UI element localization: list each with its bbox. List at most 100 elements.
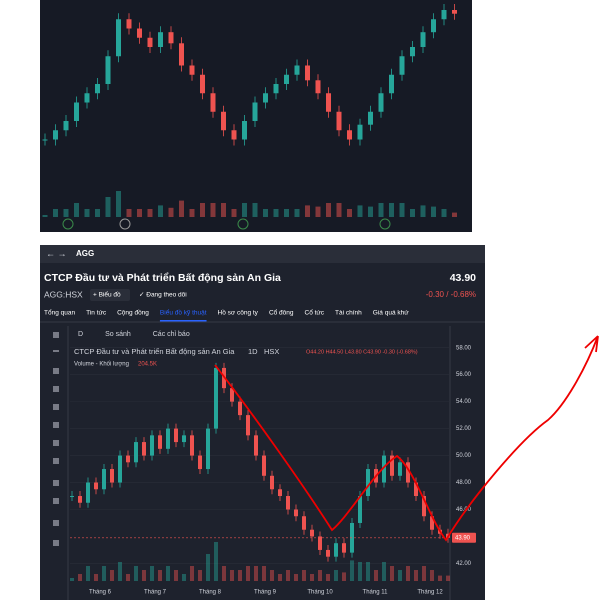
candle <box>214 367 218 429</box>
volume-bar <box>452 212 457 217</box>
candle <box>158 32 163 47</box>
candle <box>422 496 426 517</box>
candle <box>134 442 138 463</box>
candle <box>318 536 322 550</box>
x-tick-label: Tháng 10 <box>307 590 333 596</box>
volume-bar <box>222 566 226 581</box>
volume-bar <box>389 203 394 217</box>
hand-drawn-line <box>214 335 599 542</box>
candle <box>150 435 154 456</box>
tab[interactable]: Giá quá khứ <box>373 310 409 317</box>
volume-bar <box>86 566 90 581</box>
x-tick-label: Tháng 6 <box>89 590 112 596</box>
candle <box>179 43 184 66</box>
tab[interactable]: Biểu đồ kỹ thuật <box>160 308 207 317</box>
volume-bar <box>366 562 370 581</box>
candle <box>94 482 98 490</box>
nav-arrows[interactable]: ← → <box>46 248 67 258</box>
candle <box>336 111 342 131</box>
candle <box>414 482 418 497</box>
candle <box>110 469 114 483</box>
candle <box>262 455 266 476</box>
nav-bar <box>40 245 485 263</box>
toolbar-item[interactable]: Các chỉ báo <box>153 330 190 338</box>
volume-bar <box>168 207 174 217</box>
candle <box>358 496 362 523</box>
volume-bar <box>102 566 106 581</box>
candle <box>326 549 330 557</box>
candle <box>357 124 363 140</box>
following[interactable]: ✓ Đang theo dõi <box>139 292 187 299</box>
add-chart-btn[interactable] <box>90 289 130 301</box>
volume-bar <box>357 205 363 217</box>
volume-bar <box>368 206 373 217</box>
volume-bar <box>284 209 289 217</box>
volume-bar <box>166 566 170 581</box>
volume-bar <box>347 209 352 217</box>
tab[interactable]: Hồ sơ công ty <box>218 308 259 317</box>
volume-bar <box>420 205 426 217</box>
candle <box>242 121 247 140</box>
candle <box>390 455 394 476</box>
volume-bar <box>84 209 90 217</box>
candle <box>398 462 402 476</box>
nav-symbol: AGG <box>76 249 94 258</box>
volume-bar <box>182 574 186 581</box>
volume-bar <box>430 570 434 581</box>
volume-bar <box>310 574 314 581</box>
volume-bar <box>190 566 194 581</box>
toolbar-item[interactable]: D <box>78 331 83 338</box>
x-tick-label: Tháng 7 <box>144 590 167 596</box>
candle <box>334 543 338 557</box>
candle <box>441 10 447 20</box>
volume-bar <box>198 570 202 581</box>
candle <box>200 74 205 94</box>
candle <box>142 442 146 456</box>
candle <box>294 65 300 75</box>
candle <box>221 111 226 131</box>
candle <box>189 65 195 75</box>
volume-bar <box>334 570 338 581</box>
volume-bar <box>263 209 268 217</box>
candle <box>126 455 130 463</box>
volume-bar <box>231 209 237 217</box>
tab-underline <box>159 320 207 322</box>
tab[interactable]: Cổ đông <box>269 309 294 317</box>
toolbar-item[interactable]: So sánh <box>105 331 131 338</box>
candle <box>347 130 352 140</box>
volume-value: 204.5K <box>138 362 157 368</box>
candle <box>294 509 298 517</box>
app-window <box>40 245 485 600</box>
volume-bar <box>315 206 321 217</box>
candle <box>118 455 122 483</box>
candle <box>315 80 321 94</box>
volume-bar <box>126 574 130 581</box>
candle <box>399 56 405 75</box>
candle <box>158 435 162 449</box>
tab[interactable]: Tài chính <box>335 310 362 317</box>
volume-bar <box>286 570 290 581</box>
add-chart[interactable]: + Biểu đồ <box>93 290 121 299</box>
volume-bar <box>105 197 111 217</box>
candle <box>410 47 415 57</box>
volume-bar <box>95 209 100 217</box>
volume-bar <box>350 560 354 581</box>
tab[interactable]: Cộng đồng <box>117 308 149 317</box>
volume-bar <box>438 575 442 581</box>
candle <box>389 74 394 94</box>
tab[interactable]: Tổng quan <box>44 309 75 317</box>
volume-bar <box>422 566 426 581</box>
volume-bar <box>78 574 82 581</box>
volume-bar <box>147 209 153 217</box>
y-tick-label: 42.00 <box>456 561 472 567</box>
candle <box>147 37 153 47</box>
candle <box>231 130 237 140</box>
candle <box>210 93 216 112</box>
volume-bar <box>63 209 69 217</box>
tab[interactable]: Cổ tức <box>305 309 325 317</box>
tab[interactable]: Tin tức <box>86 310 107 317</box>
y-tick-label: 54.00 <box>456 399 472 405</box>
volume-bar <box>150 566 154 581</box>
candle <box>452 10 457 14</box>
